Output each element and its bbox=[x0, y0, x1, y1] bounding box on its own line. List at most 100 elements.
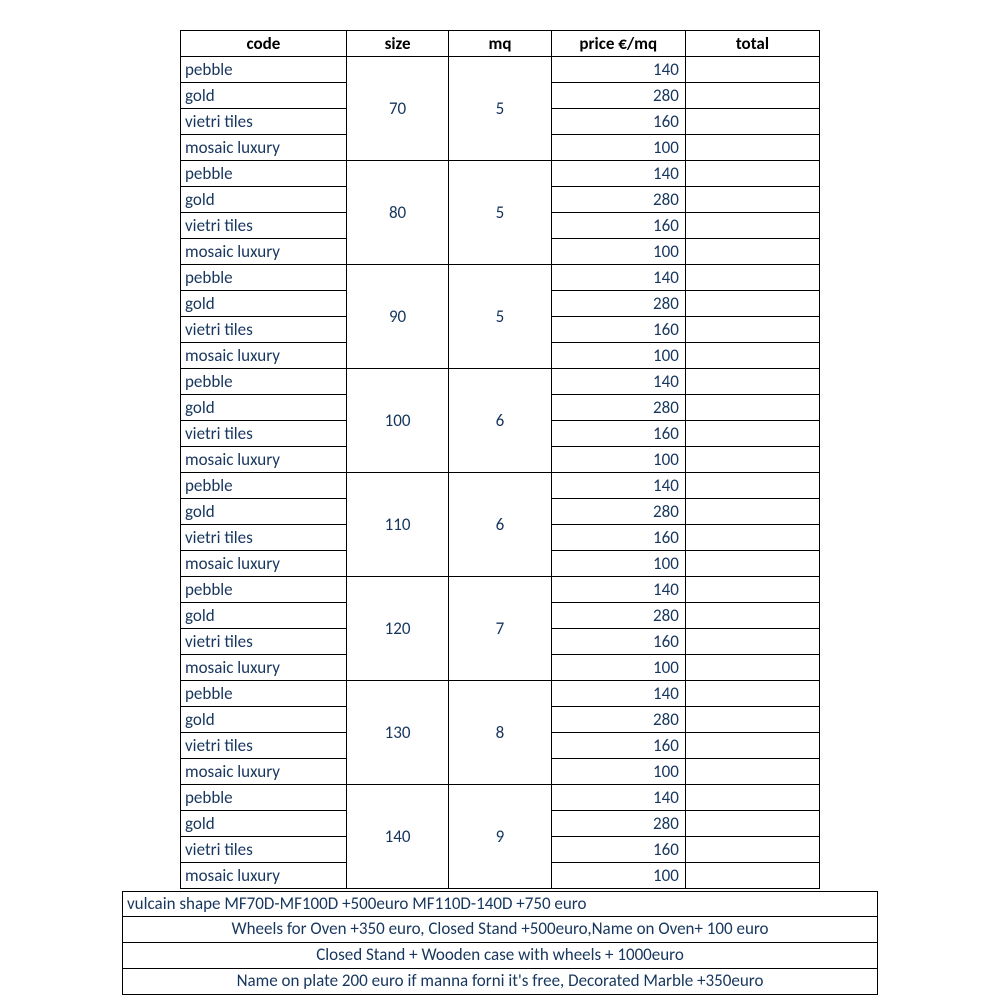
cell-total bbox=[685, 135, 819, 161]
table-row: pebble705140 bbox=[181, 57, 820, 83]
cell-total bbox=[685, 499, 819, 525]
cell-price: 100 bbox=[551, 135, 685, 161]
cell-code: mosaic luxury bbox=[181, 863, 347, 889]
cell-total bbox=[685, 655, 819, 681]
pricing-table-wrap: code size mq price €/mq total pebble7051… bbox=[180, 30, 820, 889]
cell-code: vietri tiles bbox=[181, 213, 347, 239]
cell-code: mosaic luxury bbox=[181, 343, 347, 369]
cell-mq: 5 bbox=[449, 161, 551, 265]
cell-price: 280 bbox=[551, 291, 685, 317]
note-line: Closed Stand + Wooden case with wheels +… bbox=[122, 943, 878, 969]
cell-total bbox=[685, 187, 819, 213]
cell-code: gold bbox=[181, 395, 347, 421]
cell-code: gold bbox=[181, 291, 347, 317]
cell-code: vietri tiles bbox=[181, 837, 347, 863]
cell-size: 100 bbox=[346, 369, 448, 473]
cell-code: mosaic luxury bbox=[181, 551, 347, 577]
cell-code: pebble bbox=[181, 369, 347, 395]
cell-price: 160 bbox=[551, 421, 685, 447]
cell-code: gold bbox=[181, 187, 347, 213]
cell-price: 160 bbox=[551, 525, 685, 551]
cell-total bbox=[685, 525, 819, 551]
cell-total bbox=[685, 603, 819, 629]
cell-total bbox=[685, 837, 819, 863]
col-header-total: total bbox=[685, 31, 819, 57]
cell-total bbox=[685, 213, 819, 239]
cell-code: vietri tiles bbox=[181, 525, 347, 551]
note-line: vulcain shape MF70D-MF100D +500euro MF11… bbox=[122, 891, 878, 917]
table-row: pebble905140 bbox=[181, 265, 820, 291]
cell-mq: 6 bbox=[449, 473, 551, 577]
cell-total bbox=[685, 317, 819, 343]
cell-price: 160 bbox=[551, 317, 685, 343]
cell-price: 140 bbox=[551, 473, 685, 499]
cell-code: mosaic luxury bbox=[181, 239, 347, 265]
cell-size: 110 bbox=[346, 473, 448, 577]
cell-price: 100 bbox=[551, 655, 685, 681]
cell-code: gold bbox=[181, 499, 347, 525]
cell-price: 160 bbox=[551, 109, 685, 135]
cell-total bbox=[685, 421, 819, 447]
cell-total bbox=[685, 83, 819, 109]
notes-block: vulcain shape MF70D-MF100D +500euro MF11… bbox=[122, 891, 878, 995]
cell-code: pebble bbox=[181, 577, 347, 603]
col-header-code: code bbox=[181, 31, 347, 57]
cell-mq: 6 bbox=[449, 369, 551, 473]
cell-price: 280 bbox=[551, 83, 685, 109]
cell-total bbox=[685, 707, 819, 733]
cell-price: 140 bbox=[551, 161, 685, 187]
cell-total bbox=[685, 733, 819, 759]
cell-price: 140 bbox=[551, 681, 685, 707]
cell-size: 120 bbox=[346, 577, 448, 681]
cell-mq: 8 bbox=[449, 681, 551, 785]
col-header-mq: mq bbox=[449, 31, 551, 57]
cell-total bbox=[685, 395, 819, 421]
table-row: pebble805140 bbox=[181, 161, 820, 187]
cell-code: mosaic luxury bbox=[181, 447, 347, 473]
note-line: Wheels for Oven +350 euro, Closed Stand … bbox=[122, 917, 878, 943]
table-body: pebble705140gold280vietri tiles160mosaic… bbox=[181, 57, 820, 889]
cell-price: 160 bbox=[551, 837, 685, 863]
cell-total bbox=[685, 629, 819, 655]
cell-price: 100 bbox=[551, 239, 685, 265]
cell-total bbox=[685, 577, 819, 603]
cell-size: 140 bbox=[346, 785, 448, 889]
cell-total bbox=[685, 343, 819, 369]
cell-price: 100 bbox=[551, 863, 685, 889]
cell-code: vietri tiles bbox=[181, 733, 347, 759]
cell-code: pebble bbox=[181, 265, 347, 291]
cell-code: mosaic luxury bbox=[181, 655, 347, 681]
cell-total bbox=[685, 447, 819, 473]
cell-price: 140 bbox=[551, 577, 685, 603]
col-header-price: price €/mq bbox=[551, 31, 685, 57]
cell-total bbox=[685, 161, 819, 187]
cell-price: 280 bbox=[551, 707, 685, 733]
cell-total bbox=[685, 759, 819, 785]
cell-mq: 5 bbox=[449, 57, 551, 161]
cell-price: 140 bbox=[551, 57, 685, 83]
cell-price: 160 bbox=[551, 213, 685, 239]
cell-price: 280 bbox=[551, 187, 685, 213]
cell-code: vietri tiles bbox=[181, 109, 347, 135]
cell-price: 140 bbox=[551, 265, 685, 291]
cell-price: 280 bbox=[551, 811, 685, 837]
note-line: Name on plate 200 euro if manna forni it… bbox=[122, 969, 878, 995]
pricing-table: code size mq price €/mq total pebble7051… bbox=[180, 30, 820, 889]
cell-mq: 7 bbox=[449, 577, 551, 681]
cell-code: gold bbox=[181, 83, 347, 109]
cell-code: mosaic luxury bbox=[181, 759, 347, 785]
cell-price: 160 bbox=[551, 733, 685, 759]
cell-price: 280 bbox=[551, 499, 685, 525]
cell-size: 70 bbox=[346, 57, 448, 161]
cell-code: pebble bbox=[181, 785, 347, 811]
table-row: pebble1006140 bbox=[181, 369, 820, 395]
cell-mq: 5 bbox=[449, 265, 551, 369]
cell-code: gold bbox=[181, 707, 347, 733]
cell-price: 100 bbox=[551, 759, 685, 785]
cell-size: 130 bbox=[346, 681, 448, 785]
cell-price: 280 bbox=[551, 603, 685, 629]
cell-total bbox=[685, 109, 819, 135]
cell-price: 100 bbox=[551, 343, 685, 369]
col-header-size: size bbox=[346, 31, 448, 57]
cell-total bbox=[685, 291, 819, 317]
